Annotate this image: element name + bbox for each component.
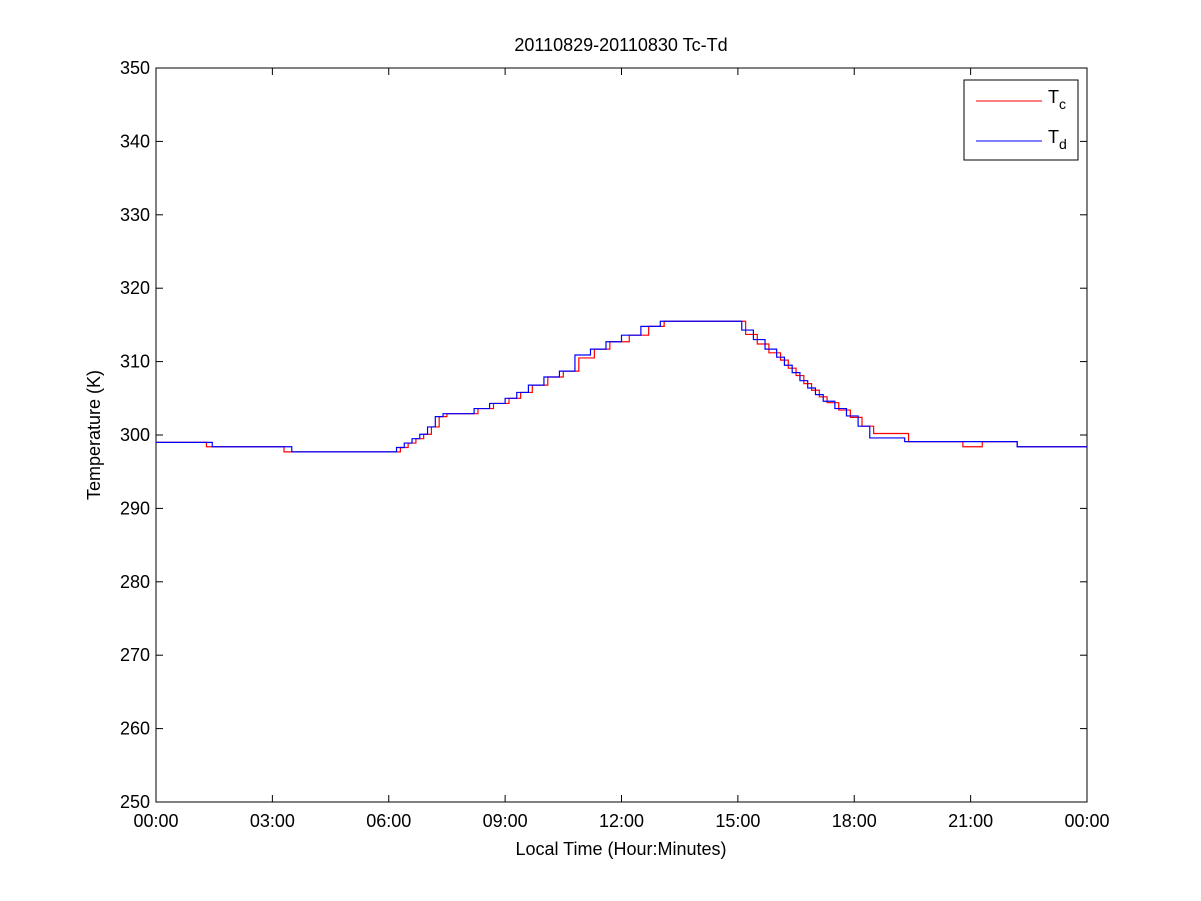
series-layer: [156, 320, 1087, 453]
x-tick-label: 21:00: [948, 811, 993, 831]
y-tick-label: 250: [120, 792, 150, 812]
legend-label-tc: Tc: [1048, 87, 1066, 112]
x-tick-label: 09:00: [483, 811, 528, 831]
legend: Tc Td: [963, 79, 1079, 161]
legend-label-td-sub: d: [1059, 136, 1067, 152]
legend-label-td-main: T: [1048, 127, 1059, 147]
legend-box: [963, 79, 1079, 161]
x-tick-label: 12:00: [599, 811, 644, 831]
chart-title: 20110829-20110830 Tc-Td: [514, 35, 727, 55]
y-tick-label: 270: [120, 645, 150, 665]
y-tick-label: 320: [120, 278, 150, 298]
y-tick-label: 340: [120, 131, 150, 151]
x-tick-label: 00:00: [1064, 811, 1109, 831]
y-tick-label: 330: [120, 205, 150, 225]
y-tick-label: 300: [120, 425, 150, 445]
series-line-td: [156, 320, 1087, 453]
x-tick-label: 18:00: [832, 811, 877, 831]
y-tick-label: 260: [120, 719, 150, 739]
x-axis-label: Local Time (Hour:Minutes): [515, 839, 726, 859]
y-tick-label: 290: [120, 498, 150, 518]
y-axis-label: Temperature (K): [84, 370, 104, 500]
x-tick-label: 03:00: [250, 811, 295, 831]
y-tick-label: 350: [120, 58, 150, 78]
legend-label-tc-sub: c: [1059, 96, 1066, 112]
axis-ticks: 00:00 03:00 06:00 09:00 12:00 15:00 18:00 21:00…: [120, 58, 1110, 831]
y-tick-label: 280: [120, 572, 150, 592]
legend-label-tc-main: T: [1048, 87, 1059, 107]
x-tick-label: 06:00: [366, 811, 411, 831]
x-tick-label: 15:00: [715, 811, 760, 831]
x-tick-label: 00:00: [133, 811, 178, 831]
y-tick-label: 310: [120, 352, 150, 372]
plot-frame: [155, 67, 1088, 803]
legend-label-td: Td: [1048, 127, 1067, 152]
